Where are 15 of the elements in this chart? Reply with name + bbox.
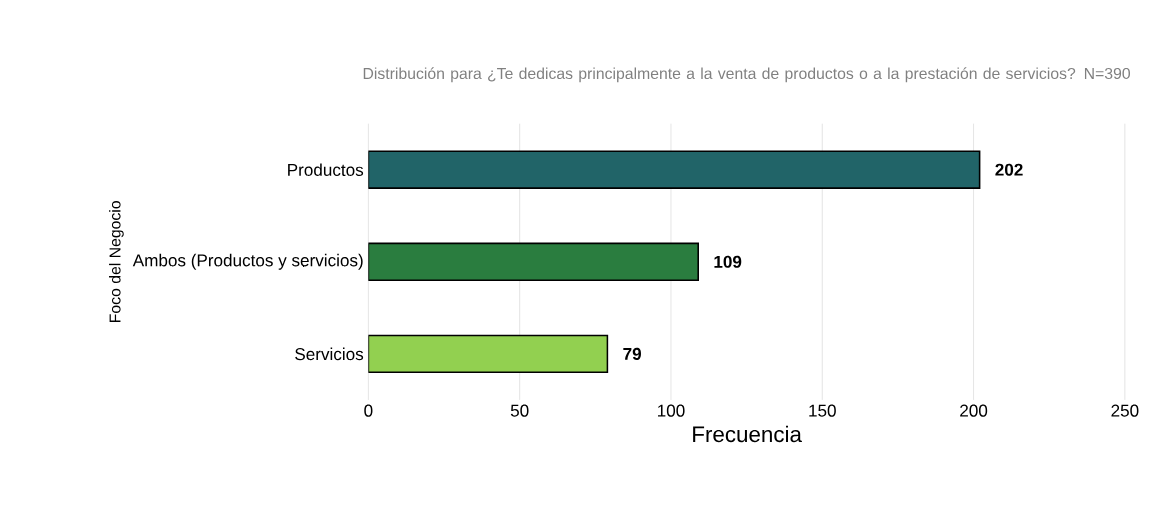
y-tick-label: Productos [288,163,364,176]
x-tick-label: 250 [1111,404,1139,417]
y-tick-label: Servicios [295,347,364,361]
x-tick-label: 50 [510,404,529,417]
data-label: 109 [714,255,742,268]
x-axis-title: Frecuencia [693,425,802,443]
y-tick-label: Ambos (Productos y servicios) [132,253,363,270]
y-axis-title: Foco del Negocio [109,201,124,322]
data-label: 202 [995,163,1023,176]
x-tick-label: 100 [658,404,685,417]
data-label: 79 [623,347,641,360]
x-tick-label: 200 [960,404,988,417]
x-tick-label: 150 [809,404,836,417]
x-tick-label: 0 [364,404,373,417]
chart-title: Distribución para ¿Te dedicas principalmente a la venta de productos o a la prestación de servicios? N=390 [363,67,1131,83]
